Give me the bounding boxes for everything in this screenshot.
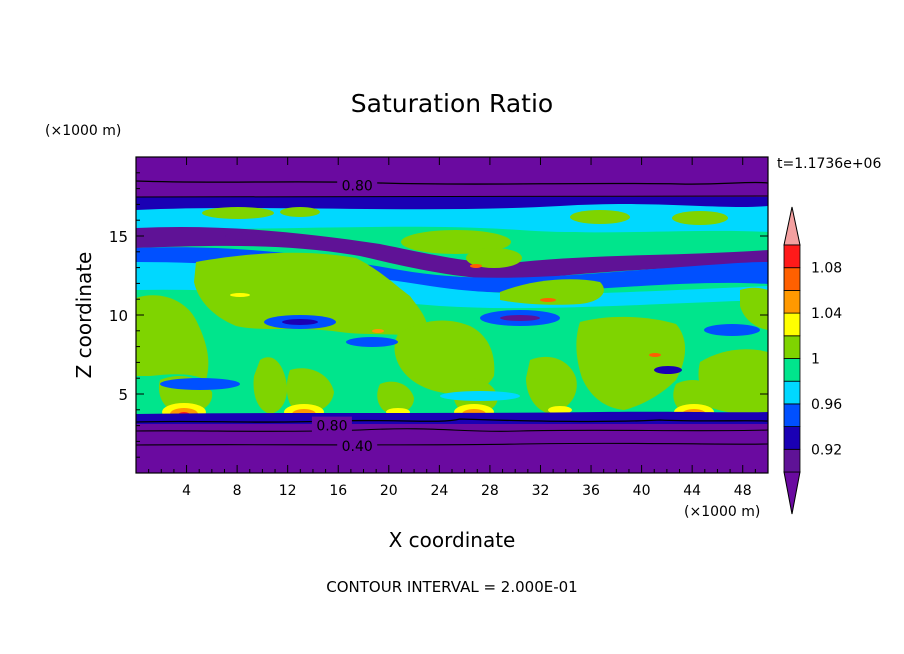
cloud-mass-right-upper — [500, 279, 604, 305]
y-unit-label: (×1000 m) — [45, 123, 121, 139]
cloud-cell — [202, 207, 274, 219]
x-tick-label: 24 — [430, 483, 448, 499]
colorbar-tick-label: 1.04 — [811, 306, 842, 322]
colorbar-tick-label: 0.96 — [811, 397, 842, 413]
colorbar: 0.92 0.96 1 1.04 1.08 — [783, 206, 842, 515]
colorbar-tick-label: 0.92 — [811, 442, 842, 458]
core-spot — [470, 264, 482, 268]
contour-label-bg — [311, 416, 352, 433]
core-spot — [540, 298, 556, 302]
cloud-cell — [570, 210, 630, 224]
x-tick-label: 8 — [233, 483, 242, 499]
colorbar-swatch — [783, 403, 801, 427]
cloud-cell — [401, 230, 511, 254]
cloud-column — [253, 357, 288, 414]
colorbar-swatch — [783, 335, 801, 359]
x-axis-ticks: 4 8 12 16 20 24 28 32 36 40 44 48 — [148, 157, 756, 499]
dry-streak — [654, 366, 682, 374]
contour-base — [136, 418, 768, 423]
dry-streak — [704, 324, 760, 336]
cloud-mass-far-right-top — [740, 287, 768, 330]
x-tick-label: 28 — [481, 483, 499, 499]
saturation-field — [136, 157, 768, 473]
dry-streak — [282, 319, 318, 325]
time-label: t=1.1736e+06 — [777, 156, 881, 172]
colorbar-swatch — [783, 380, 801, 405]
x-tick-label: 4 — [182, 483, 191, 499]
contour-base — [136, 428, 768, 432]
contour-labels: 0.80 0.80 0.40 — [311, 176, 378, 455]
cloud-cell — [280, 207, 320, 217]
x-tick-label: 40 — [633, 483, 651, 499]
contour-label-bg — [337, 437, 378, 454]
colorbar-upper-triangle — [783, 206, 801, 246]
x-axis-label: X coordinate — [389, 528, 516, 552]
cloud-cell — [672, 211, 728, 225]
dry-streak — [440, 391, 520, 401]
colorbar-swatch — [783, 448, 801, 473]
colorbar-swatch — [783, 426, 801, 450]
y-axis-ticks: 5 10 15 — [109, 172, 768, 458]
core-spot — [230, 293, 250, 297]
x-tick-label: 12 — [279, 483, 297, 499]
contour-lower — [136, 442, 768, 446]
colorbar-swatch — [783, 244, 801, 269]
colorbar-swatch — [783, 267, 801, 291]
contour-label: 0.80 — [342, 178, 373, 194]
contour-upper — [136, 195, 768, 198]
x-unit-label: (×1000 m) — [684, 504, 760, 520]
x-tick-label: 48 — [734, 483, 752, 499]
x-tick-label: 16 — [329, 483, 347, 499]
cloud-cell — [466, 248, 522, 268]
contour-label: 0.80 — [316, 419, 347, 435]
contour-interval-label: CONTOUR INTERVAL = 2.000E-01 — [326, 578, 577, 596]
contour-label: 0.40 — [342, 439, 373, 455]
core-spot — [649, 353, 661, 357]
cloud-column — [526, 356, 577, 414]
colorbar-swatch — [783, 289, 801, 314]
boundary-layer-band — [136, 424, 768, 473]
cloud-cell — [225, 232, 285, 240]
cloud-mass-right — [576, 316, 686, 410]
colorbar-swatch — [783, 358, 801, 382]
y-tick-label: 10 — [109, 307, 128, 325]
y-tick-label: 15 — [109, 228, 128, 246]
y-axis-label: Z coordinate — [72, 252, 96, 379]
upper-stratosphere-band — [136, 157, 768, 197]
x-tick-label: 20 — [380, 483, 398, 499]
core-outer — [548, 406, 572, 414]
colorbar-swatch — [783, 312, 801, 337]
dry-streak — [160, 378, 240, 390]
x-tick-label: 32 — [532, 483, 550, 499]
colorbar-lower-triangle — [783, 471, 801, 515]
x-tick-label: 44 — [683, 483, 701, 499]
cloud-column — [286, 368, 334, 414]
colorbar-tick-label: 1 — [811, 352, 820, 368]
core-spot — [372, 329, 384, 333]
colorbar-tick-label: 1.08 — [811, 261, 842, 277]
upper-violet-streak — [136, 226, 768, 280]
chart-title: Saturation Ratio — [351, 89, 553, 118]
x-tick-label: 36 — [582, 483, 600, 499]
cloud-mass-left — [194, 252, 428, 338]
cloud-mass-left-edge — [136, 295, 209, 380]
cloud-mass-center — [394, 320, 495, 395]
contour-upper — [136, 180, 768, 185]
cloud-column — [377, 381, 414, 414]
y-tick-label: 5 — [118, 386, 128, 404]
contour-label-bg — [337, 176, 378, 193]
dry-streak — [500, 315, 540, 321]
dry-streak — [346, 337, 398, 347]
